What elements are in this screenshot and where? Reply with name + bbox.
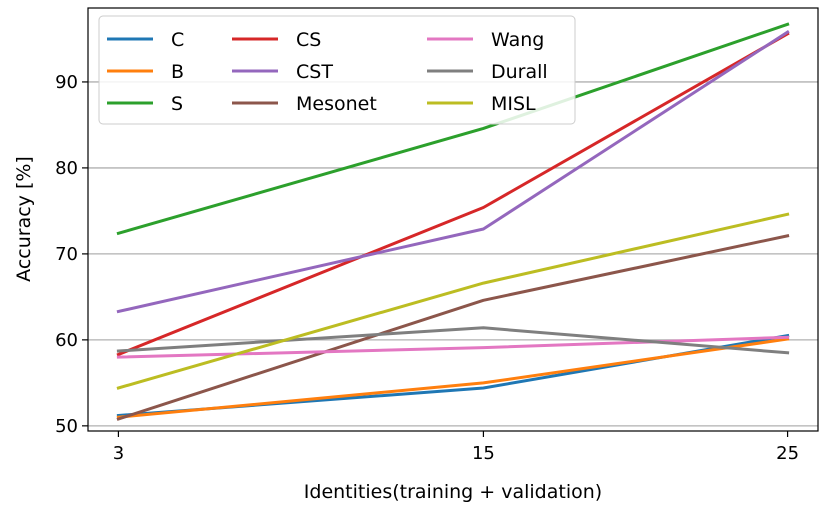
legend-label-s: S bbox=[171, 93, 183, 115]
legend-label-misl: MISL bbox=[491, 93, 536, 115]
legend-label-b: B bbox=[171, 61, 184, 83]
x-tick-label: 3 bbox=[113, 443, 124, 464]
legend-label-mesonet: Mesonet bbox=[296, 93, 377, 115]
x-axis-ticks: 3 15 25 bbox=[113, 431, 799, 464]
series-line-s bbox=[116, 22, 790, 236]
legend-label-c: C bbox=[171, 29, 184, 51]
legend-label-cs: CS bbox=[296, 29, 321, 51]
y-tick-label: 80 bbox=[55, 158, 78, 179]
y-tick-label: 60 bbox=[55, 330, 78, 351]
y-tick-label: 70 bbox=[55, 244, 78, 265]
series-line-mesonet bbox=[116, 234, 790, 421]
series-line-cs bbox=[116, 31, 790, 357]
series-line-misl bbox=[116, 212, 790, 390]
series-lines bbox=[116, 22, 790, 421]
series-line-b bbox=[116, 337, 790, 419]
plot-frame bbox=[87, 7, 819, 432]
legend-box bbox=[98, 15, 576, 125]
x-axis-label: Identities(training + validation) bbox=[304, 481, 602, 503]
series-line-cst bbox=[116, 30, 790, 314]
x-tick-label: 25 bbox=[776, 443, 799, 464]
legend-label-durall: Durall bbox=[491, 61, 548, 83]
y-axis-label: Accuracy [%] bbox=[13, 156, 35, 282]
y-tick-label: 90 bbox=[55, 72, 78, 93]
x-tick-label: 15 bbox=[472, 443, 495, 464]
legend-label-cst: CST bbox=[296, 61, 333, 83]
legend: CBS CS CST Mesonet Wang Durall MISL bbox=[98, 15, 576, 125]
y-axis-ticks: 50 60 70 80 90 bbox=[55, 72, 88, 437]
series-line-durall bbox=[116, 326, 790, 355]
y-tick-label: 50 bbox=[55, 416, 78, 437]
legend-label-wang: Wang bbox=[491, 29, 544, 51]
